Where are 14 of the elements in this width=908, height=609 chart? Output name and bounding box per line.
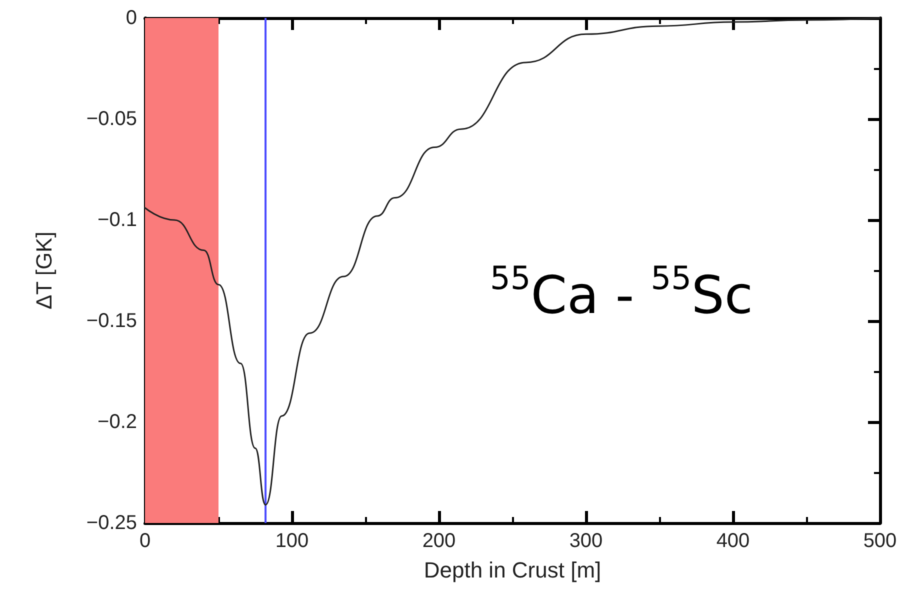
y-tick-label: −0.1 [98, 209, 137, 231]
y-tick-label: −0.2 [98, 411, 137, 433]
x-axis-title: Depth in Crust [m] [424, 558, 602, 582]
x-tick-label: 0 [139, 530, 151, 552]
x-tick-label: 500 [863, 530, 897, 552]
x-tick-label: 400 [716, 530, 750, 552]
y-tick-label: −0.25 [86, 512, 137, 534]
x-tick-label: 200 [422, 530, 456, 552]
y-tick-label: −0.15 [86, 310, 137, 332]
y-tick-label: −0.05 [86, 108, 137, 130]
y-axis-title: ΔT [GK] [32, 232, 56, 310]
x-tick-label: 300 [569, 530, 603, 552]
y-tick-label: 0 [126, 7, 137, 29]
x-tick-label: 100 [275, 530, 309, 552]
